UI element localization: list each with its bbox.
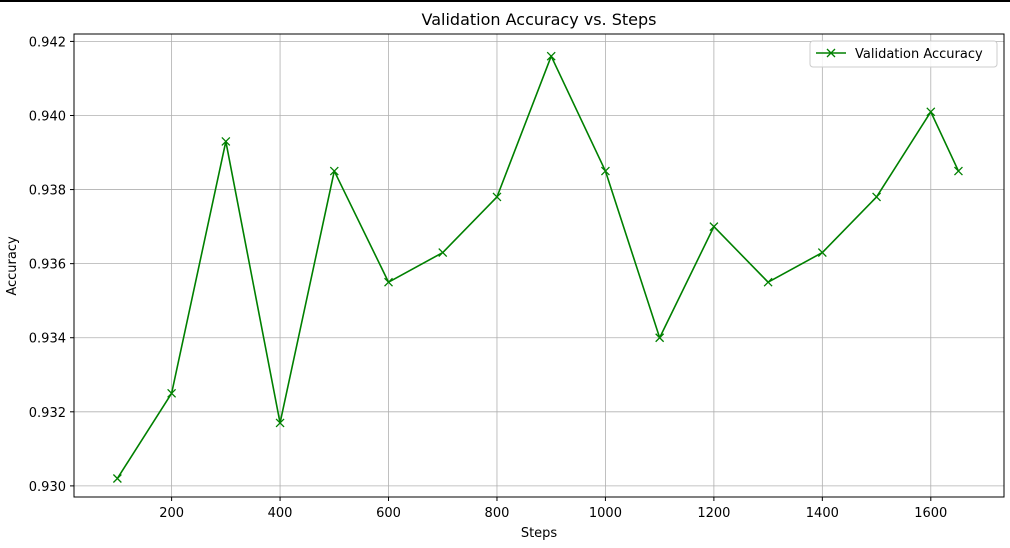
data-point-marker xyxy=(546,51,556,61)
x-tick-label: 400 xyxy=(268,506,293,521)
x-tick-label: 1000 xyxy=(589,506,622,521)
y-tick-label: 0.942 xyxy=(29,35,66,50)
series-layer xyxy=(112,51,963,483)
axis-ticks: 200 400 600 800 1000 1200 1400 1600 0.930 0.932 0.… xyxy=(29,35,948,521)
data-point-marker xyxy=(926,107,936,117)
chart-title: Validation Accuracy vs. Steps xyxy=(422,10,657,29)
legend-label: Validation Accuracy xyxy=(855,47,983,62)
data-point-marker xyxy=(112,474,122,483)
data-point-marker xyxy=(872,192,882,202)
data-point-marker xyxy=(384,277,393,287)
x-tick-label: 800 xyxy=(485,506,510,521)
data-point-marker xyxy=(438,248,448,257)
data-point-marker xyxy=(221,136,231,146)
grid-lines xyxy=(74,34,1004,497)
data-point-marker xyxy=(600,166,610,176)
x-tick-label: 200 xyxy=(159,506,184,521)
plot-frame xyxy=(73,33,1005,498)
legend: Validation Accuracy xyxy=(809,40,998,68)
x-tick-label: 1200 xyxy=(697,506,730,521)
data-point-marker xyxy=(655,333,665,343)
x-tick-label: 600 xyxy=(376,506,401,521)
data-point-marker xyxy=(167,388,177,398)
y-tick-label: 0.936 xyxy=(29,258,66,273)
y-tick-label: 0.940 xyxy=(29,109,66,124)
y-axis-title: Accuracy xyxy=(5,236,20,296)
x-axis-title: Steps xyxy=(521,526,558,541)
legend-box xyxy=(809,40,998,68)
window-top-border xyxy=(0,0,1010,2)
data-point-marker xyxy=(817,248,827,257)
y-tick-label: 0.934 xyxy=(29,332,66,347)
data-point-marker xyxy=(709,222,719,232)
legend-x-marker-icon xyxy=(826,48,836,58)
x-tick-label: 1600 xyxy=(914,506,947,521)
series-line xyxy=(116,55,960,479)
data-point-marker xyxy=(275,418,285,428)
data-point-marker xyxy=(763,277,773,287)
y-tick-label: 0.932 xyxy=(29,406,66,421)
y-tick-label: 0.938 xyxy=(29,184,66,199)
data-point-marker xyxy=(492,192,502,202)
y-tick-label: 0.930 xyxy=(29,480,66,495)
data-point-marker xyxy=(329,166,339,176)
data-point-marker xyxy=(953,166,963,176)
x-tick-label: 1400 xyxy=(806,506,839,521)
